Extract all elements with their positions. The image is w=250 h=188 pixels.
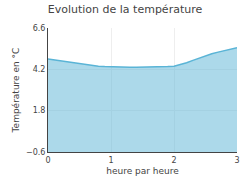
- svg-text:−0.6: −0.6: [26, 148, 45, 157]
- svg-text:Température en °C: Température en °C: [11, 48, 21, 134]
- svg-text:Evolution de la température: Evolution de la température: [48, 3, 203, 16]
- svg-text:2: 2: [171, 156, 176, 165]
- svg-text:3: 3: [234, 156, 239, 165]
- svg-text:1.8: 1.8: [33, 106, 46, 115]
- svg-text:6.6: 6.6: [33, 24, 46, 33]
- svg-text:0: 0: [45, 156, 50, 165]
- svg-text:heure par heure: heure par heure: [106, 166, 179, 176]
- svg-text:1: 1: [108, 156, 113, 165]
- svg-text:4.2: 4.2: [33, 65, 46, 74]
